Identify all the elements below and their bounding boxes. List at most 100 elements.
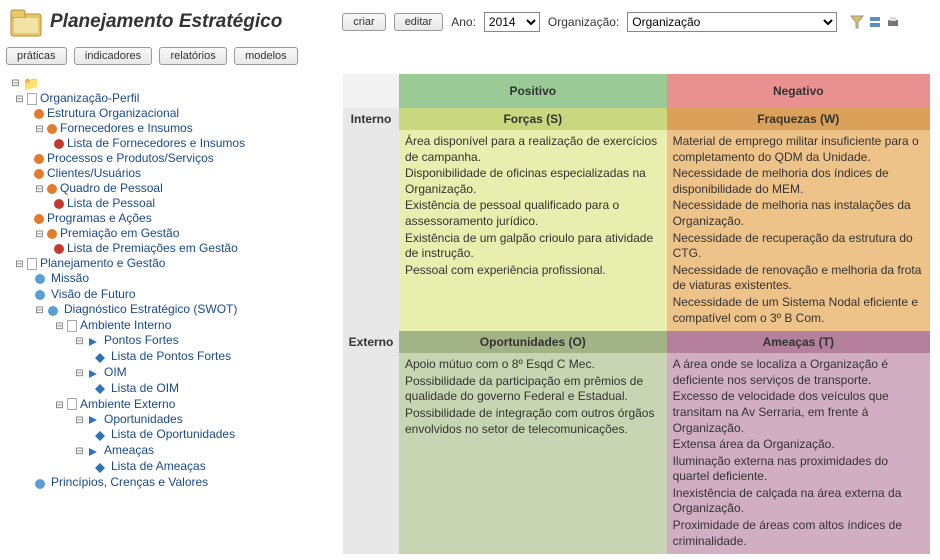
tree-item-amb-int[interactable]: Ambiente Interno [80, 318, 171, 332]
header-bar: Planejamento Estratégico criar editar An… [0, 0, 940, 44]
tree-toggle[interactable]: ⊟ [34, 305, 45, 316]
tree-item-lista-pessoal[interactable]: Lista de Pessoal [67, 196, 155, 210]
tree-item-principios[interactable]: Princípios, Crenças e Valores [51, 475, 208, 489]
tree-item-programas[interactable]: Programas e Ações [47, 211, 152, 225]
swot-item: Excesso de velocidade dos veículos que t… [673, 389, 924, 436]
year-select[interactable]: 2014 [484, 12, 540, 32]
swot-item: Possibilidade da participação em prêmios… [405, 374, 661, 405]
tree-item-amb-ext[interactable]: Ambiente Externo [80, 397, 175, 411]
tree-item-lista-fornecedores[interactable]: Lista de Fornecedores e Insumos [67, 136, 245, 150]
tree-item-clientes[interactable]: Clientes/Usuários [47, 166, 141, 180]
swot-cell-forcas: Área disponível para a realização de exe… [399, 130, 667, 331]
tree-item-swot[interactable]: Diagnóstico Estratégico (SWOT) [64, 302, 237, 316]
server-icon[interactable] [867, 14, 883, 30]
org-label: Organização: [548, 15, 619, 29]
tree-toggle[interactable]: ⊟ [54, 400, 65, 411]
create-button[interactable]: criar [342, 13, 385, 31]
tab-practices[interactable]: práticas [6, 47, 67, 65]
tree-toggle[interactable]: ⊟ [14, 259, 25, 270]
bullet-icon [54, 244, 64, 254]
tree-item-premiacao[interactable]: Premiação em Gestão [60, 226, 179, 240]
tree-item-processos[interactable]: Processos e Produtos/Serviços [47, 151, 214, 165]
swot-corner [343, 74, 399, 108]
app-logo-icon [8, 4, 44, 40]
swot-item: Necessidade de renovação e melhoria da f… [673, 263, 924, 294]
tree-item-planejamento[interactable]: Planejamento e Gestão [40, 256, 165, 270]
globe-icon [34, 272, 48, 286]
tree-toggle[interactable]: ⊟ [74, 446, 85, 457]
tree-toggle[interactable]: ⊟ [10, 78, 21, 89]
swot-item: Proximidade de áreas com altos índices d… [673, 518, 924, 549]
tab-models[interactable]: modelos [234, 47, 298, 65]
swot-item: Disponibilidade de oficinas especializad… [405, 166, 661, 197]
tree-toggle[interactable]: ⊟ [34, 184, 45, 195]
tree-toggle[interactable]: ⊟ [74, 415, 85, 426]
swot-cell-ameacas: A área onde se localiza a Organização é … [667, 353, 930, 554]
swot-matrix: Positivo Negativo Interno Forças (S) Fra… [343, 74, 930, 554]
tree-toggle[interactable]: ⊟ [34, 124, 45, 135]
swot-item: Iluminação externa nas proximidades do q… [673, 454, 924, 485]
tree-item-lista-pontos-fortes[interactable]: Lista de Pontos Fortes [111, 349, 231, 363]
tree-item-oportunidades[interactable]: Oportunidades [104, 412, 183, 426]
diamond-icon [94, 428, 108, 442]
tree-toggle[interactable]: ⊟ [54, 321, 65, 332]
swot-item: Apoio mútuo com o 8º Esqd C Mec. [405, 357, 661, 373]
org-select[interactable]: Organização [627, 12, 837, 32]
diamond-icon [94, 350, 108, 364]
filter-icon[interactable] [849, 14, 865, 30]
swot-header-positive: Positivo [399, 74, 667, 108]
swot-item: Necessidade de recuperação da estrutura … [673, 231, 924, 262]
tab-indicators[interactable]: indicadores [74, 47, 152, 65]
swot-item: Área disponível para a realização de exe… [405, 134, 661, 165]
diamond-icon [94, 460, 108, 474]
tree-toggle[interactable]: ⊟ [14, 94, 25, 105]
swot-item: Pessoal com experiência profissional. [405, 263, 661, 279]
swot-item: Material de emprego militar insuficiente… [673, 134, 924, 165]
toolbar: criar editar Ano: 2014 Organização: Orga… [342, 12, 901, 32]
swot-sub-oportunidades: Oportunidades (O) [399, 331, 667, 353]
swot-cell-fraquezas: Material de emprego militar insuficiente… [667, 130, 930, 331]
tree-toggle[interactable]: ⊟ [34, 229, 45, 240]
swot-sub-fraquezas: Fraquezas (W) [667, 108, 930, 130]
tree-item-lista-ameacas[interactable]: Lista de Ameaças [111, 459, 206, 473]
tree-item-estrutura[interactable]: Estrutura Organizacional [47, 106, 179, 120]
swot-sub-ameacas: Ameaças (T) [667, 331, 930, 353]
tab-bar: práticas indicadores relatórios modelos [0, 44, 940, 68]
swot-item: Necessidade de melhoria dos índices de d… [673, 166, 924, 197]
triangle-icon [87, 444, 101, 458]
bullet-icon [47, 124, 57, 134]
tree-item-fornecedores[interactable]: Fornecedores e Insumos [60, 121, 193, 135]
swot-row-interno: Interno [343, 108, 399, 331]
swot-sub-forcas: Forças (S) [399, 108, 667, 130]
bullet-icon [34, 169, 44, 179]
tree-item-lista-premiacoes[interactable]: Lista de Premiações em Gestão [67, 241, 238, 255]
swot-item: Necessidade de melhoria nas instalações … [673, 198, 924, 229]
diamond-icon [94, 382, 108, 396]
tree-item-pontos-fortes[interactable]: Pontos Fortes [104, 333, 179, 347]
bullet-icon [47, 184, 57, 194]
tree-item-visao[interactable]: Visão de Futuro [51, 287, 136, 301]
folder-icon: 📁 [23, 76, 37, 90]
triangle-icon [87, 412, 101, 426]
print-icon[interactable] [885, 14, 901, 30]
tree-toggle[interactable]: ⊟ [74, 368, 85, 379]
tree-item-org-perfil[interactable]: Organização-Perfil [40, 91, 139, 105]
tree-item-lista-oportunidades[interactable]: Lista de Oportunidades [111, 427, 235, 441]
swot-cell-oportunidades: Apoio mútuo com o 8º Esqd C Mec.Possibil… [399, 353, 667, 554]
tree-item-oim[interactable]: OIM [104, 365, 127, 379]
tree-item-lista-oim[interactable]: Lista de OIM [111, 381, 179, 395]
tab-reports[interactable]: relatórios [159, 47, 226, 65]
swot-row-externo: Externo [343, 331, 399, 554]
swot-item: Extensa área da Organização. [673, 437, 924, 453]
tree-toggle[interactable]: ⊟ [74, 336, 85, 347]
tree-item-ameacas[interactable]: Ameaças [104, 443, 154, 457]
edit-button[interactable]: editar [394, 13, 444, 31]
tree-item-quadro[interactable]: Quadro de Pessoal [60, 181, 163, 195]
globe-icon [34, 476, 48, 490]
bullet-icon [34, 109, 44, 119]
bullet-icon [34, 154, 44, 164]
page-icon [27, 258, 37, 270]
tree-item-missao[interactable]: Missão [51, 271, 89, 285]
page-icon [67, 398, 77, 410]
triangle-icon [87, 366, 101, 380]
